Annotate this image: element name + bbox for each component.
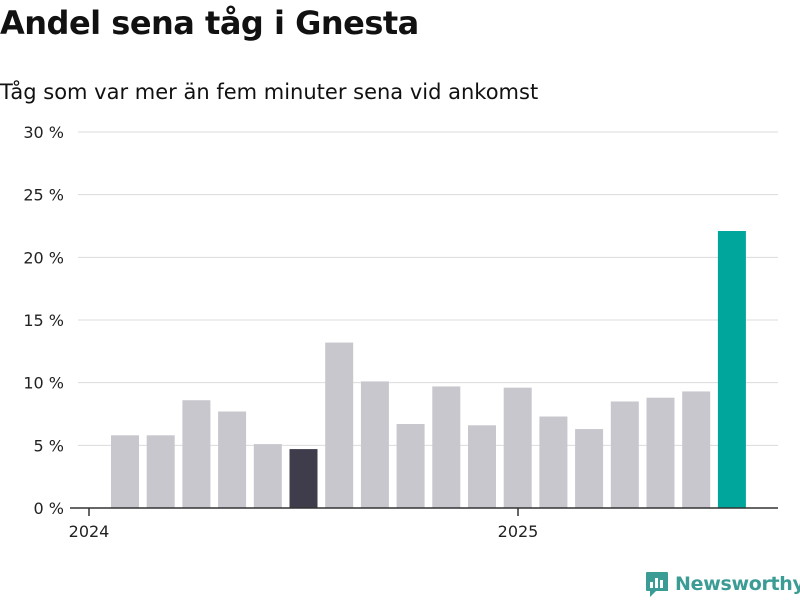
bar bbox=[146, 435, 175, 508]
x-tick-label: 2025 bbox=[498, 522, 539, 541]
bar bbox=[503, 387, 532, 508]
y-tick-label: 0 % bbox=[34, 499, 64, 518]
bar bbox=[432, 386, 461, 508]
bar bbox=[610, 401, 639, 508]
bar bbox=[182, 400, 211, 508]
y-tick-label: 15 % bbox=[23, 311, 64, 330]
y-tick-label: 30 % bbox=[23, 123, 64, 142]
bar bbox=[646, 397, 675, 508]
bar bbox=[539, 416, 568, 508]
y-tick-label: 20 % bbox=[23, 248, 64, 267]
bar bbox=[253, 444, 282, 508]
bar bbox=[717, 231, 746, 508]
bar bbox=[360, 381, 389, 508]
y-tick-label: 5 % bbox=[34, 436, 64, 455]
y-tick-label: 10 % bbox=[23, 374, 64, 393]
brand-name: Newsworthy bbox=[675, 573, 800, 595]
y-tick-label: 25 % bbox=[23, 186, 64, 205]
bar bbox=[325, 342, 354, 508]
bar bbox=[575, 429, 604, 508]
bar bbox=[289, 449, 318, 508]
x-tick-label: 2024 bbox=[69, 522, 110, 541]
bar bbox=[111, 435, 139, 508]
bar bbox=[396, 424, 425, 508]
bar bbox=[682, 391, 711, 508]
bar bbox=[218, 411, 247, 508]
newsworthy-logo-icon bbox=[646, 571, 668, 597]
newsworthy-brand: Newsworthy bbox=[645, 569, 800, 599]
chart-title: Andel sena tåg i Gnesta bbox=[0, 4, 419, 42]
bar bbox=[468, 425, 496, 508]
chart-subtitle: Tåg som var mer än fem minuter sena vid … bbox=[0, 80, 539, 104]
